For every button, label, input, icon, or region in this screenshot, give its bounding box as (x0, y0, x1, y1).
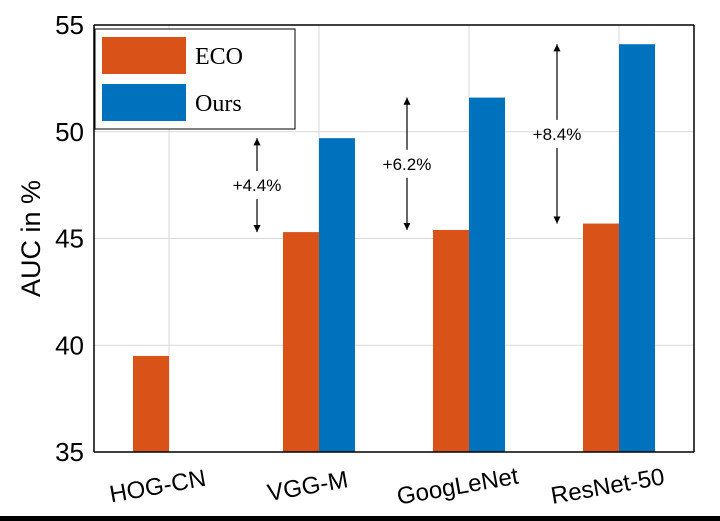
y-axis-label: AUC in % (16, 180, 46, 297)
bar-eco-vgg-m (283, 232, 319, 452)
annotation-label: +6.2% (383, 155, 432, 174)
y-tick-label: 55 (55, 10, 84, 40)
legend: ECO Ours (94, 28, 296, 130)
x-tick-label: HOG-CN (107, 465, 208, 508)
legend-label-eco: ECO (195, 44, 243, 70)
y-tick-label: 50 (55, 117, 84, 147)
bar-eco-googlenet (433, 229, 469, 452)
y-tick-label: 45 (55, 224, 84, 254)
bar-ours-resnet-50 (619, 44, 655, 453)
annotation-label: +4.4% (233, 176, 282, 195)
annotation-label: +8.4% (533, 125, 582, 144)
bar-ours-googlenet (469, 97, 505, 452)
bar-eco-resnet-50 (583, 223, 619, 452)
legend-label-ours: Ours (195, 91, 242, 117)
x-tick-label: GoogLeNet (395, 463, 521, 511)
bar-eco-hog-cn (133, 355, 169, 452)
y-tick-label: 35 (55, 437, 84, 467)
x-tick-label: VGG-M (265, 466, 350, 507)
bar-ours-vgg-m (319, 138, 355, 452)
x-tick-label: ResNet-50 (549, 463, 667, 510)
legend-swatch-ours (102, 84, 186, 121)
y-tick-label: 40 (55, 330, 84, 360)
legend-swatch-eco (102, 37, 186, 74)
